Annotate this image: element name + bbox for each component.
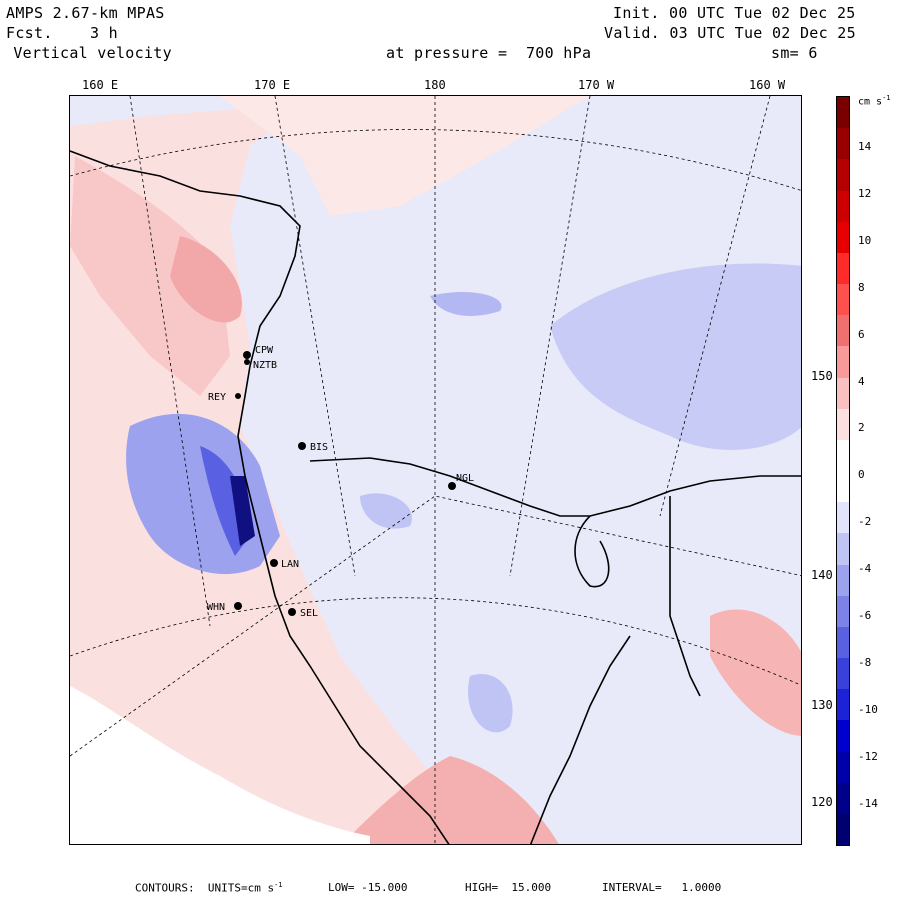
field-name: Vertical velocity <box>4 44 172 62</box>
cool-cell-center <box>360 493 412 529</box>
colorbar-tick-label: 6 <box>858 327 865 341</box>
station-dot-lan <box>270 559 278 567</box>
colorbar-band <box>837 720 849 752</box>
colorbar-band <box>837 533 849 565</box>
smoothing: sm= 6 <box>771 44 818 62</box>
colorbar-band <box>837 751 849 784</box>
colorbar-band <box>837 408 849 441</box>
footer-low: LOW= -15.000 <box>328 881 408 894</box>
colorbar-units-text: cm s <box>858 96 883 108</box>
station-label-bis: BIS <box>310 442 328 453</box>
warm-core <box>170 236 242 323</box>
colorbar-band <box>837 658 849 690</box>
warm-band-north <box>220 96 590 216</box>
colorbar-band <box>837 782 849 815</box>
colorbar-band <box>837 471 849 503</box>
station-dot-nztb <box>244 359 250 365</box>
footer-contours: CONTOURS: UNITS=cm s-1 <box>135 881 283 895</box>
station-dot-rey <box>235 393 241 399</box>
colorbar-band <box>837 190 849 223</box>
cool-cell-south <box>468 674 513 733</box>
lon-label-180: 180 <box>424 78 446 92</box>
colorbar-band <box>837 315 849 347</box>
model-title: AMPS 2.67-km MPAS <box>6 4 165 22</box>
station-dot-cpw <box>243 351 251 359</box>
colorbar-band <box>837 813 849 846</box>
warm-cell-south <box>342 756 559 844</box>
colorbar-band <box>837 439 849 472</box>
colorbar-band <box>837 128 849 160</box>
colorbar-tick-label: -10 <box>858 702 878 716</box>
colorbar-band <box>837 595 849 628</box>
colorbar-tick-label: 2 <box>858 421 865 435</box>
colorbar-tick-label: 8 <box>858 280 865 294</box>
colorbar-tick-label: -8 <box>858 655 872 669</box>
colorbar-units: cm s-1 <box>858 94 891 107</box>
colorbar-units-exp: -1 <box>882 94 891 102</box>
lon-label-160e: 160 E <box>82 78 119 92</box>
cool-core-strong <box>230 476 255 546</box>
station-dot-bis <box>298 442 306 450</box>
forecast-hour: Fcst. 3 h <box>6 24 118 42</box>
lon-label-170w: 170 W <box>578 78 615 92</box>
colorbar-tick-label: -4 <box>858 562 872 576</box>
colorbar-band <box>837 377 849 410</box>
init-time: Init. 00 UTC Tue 02 Dec 25 <box>613 4 856 22</box>
map-svg: CPW NZTB REY BIS NGL LAN WHN SEL <box>70 96 801 844</box>
colorbar-band <box>837 284 849 316</box>
cool-region-east <box>550 263 801 450</box>
footer-interval: INTERVAL= 1.0000 <box>602 881 722 894</box>
colorbar-tick-label: -12 <box>858 749 878 763</box>
colorbar <box>836 96 850 846</box>
colorbar-band <box>837 564 849 597</box>
colorbar-tick-label: -6 <box>858 609 872 622</box>
colorbar-band <box>837 221 849 254</box>
colorbar-tick-label: 0 <box>858 468 865 482</box>
footer-units-exp: -1 <box>274 881 283 889</box>
colorbar-tick-label: -2 <box>858 515 872 529</box>
coastline <box>70 150 801 844</box>
colorbar-tick-label: 12 <box>858 186 872 200</box>
station-label-cpw: CPW <box>255 345 274 356</box>
colorbar-tick-label: 10 <box>858 233 872 247</box>
colorbar-band <box>837 346 849 378</box>
colorbar-band <box>837 689 849 721</box>
footer-high: HIGH= 15.000 <box>465 881 552 894</box>
lon-label-160w: 160 W <box>749 78 786 92</box>
map-panel: CPW NZTB REY BIS NGL LAN WHN SEL <box>69 95 802 845</box>
station-label-nztb: NZTB <box>253 360 277 371</box>
station-label-lan: LAN <box>281 559 299 570</box>
warm-cell-west <box>70 156 230 396</box>
colorbar-band <box>837 626 849 659</box>
station-label-rey: REY <box>208 392 226 403</box>
lon-label-170e: 170 E <box>254 78 291 92</box>
station-label-ngl: NGL <box>456 473 474 484</box>
pressure-level: at pressure = 700 hPa <box>386 44 592 62</box>
colorbar-band <box>837 159 849 191</box>
colorbar-tick-label: 4 <box>858 374 865 388</box>
station-dot-whn <box>234 602 242 610</box>
station-dot-ngl <box>448 482 456 490</box>
warm-cell-east <box>710 609 801 736</box>
colorbar-band <box>837 502 849 534</box>
footer-contours-text: CONTOURS: UNITS=cm s <box>135 881 275 895</box>
station-label-whn: WHN <box>207 602 225 613</box>
station-dot-sel <box>288 608 296 616</box>
cool-cell-north <box>430 291 502 316</box>
colorbar-tick-label: 14 <box>858 140 872 153</box>
stations: CPW NZTB REY BIS NGL LAN WHN SEL <box>207 345 474 619</box>
colorbar-band <box>837 252 849 285</box>
station-label-sel: SEL <box>300 608 318 619</box>
colorbar-band <box>837 97 849 129</box>
valid-time: Valid. 03 UTC Tue 02 Dec 25 <box>604 24 856 42</box>
masked-area <box>70 686 370 844</box>
colorbar-tick-label: -14 <box>858 796 878 810</box>
